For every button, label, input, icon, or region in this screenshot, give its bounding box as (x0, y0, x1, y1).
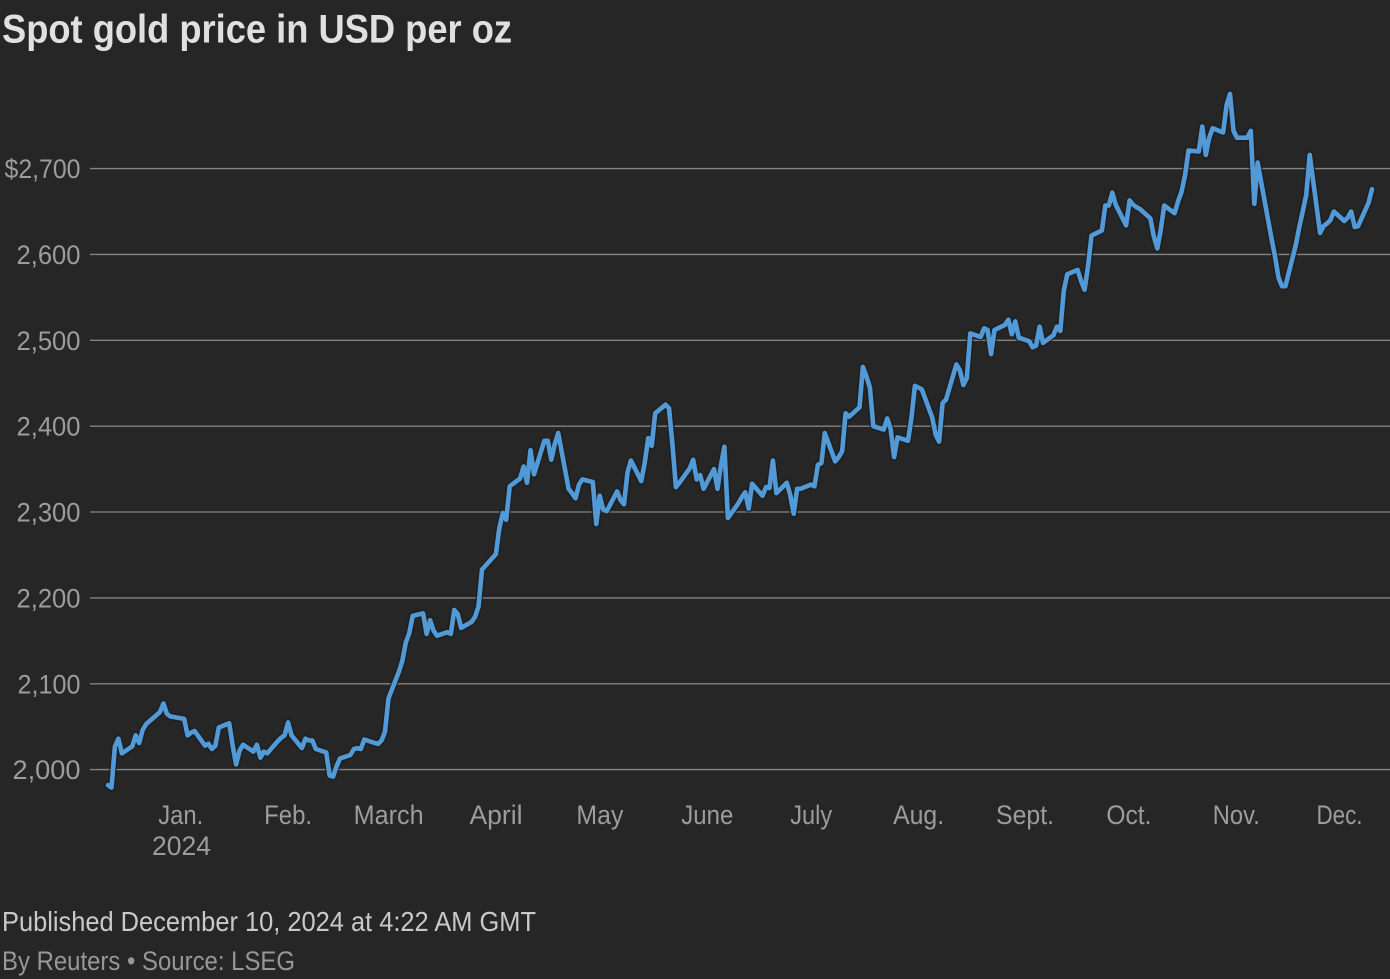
svg-text:Dec.: Dec. (1317, 800, 1363, 830)
svg-text:Spot gold price in USD per oz: Spot gold price in USD per oz (2, 7, 512, 51)
svg-text:2,500: 2,500 (17, 326, 81, 356)
svg-text:2,400: 2,400 (17, 412, 81, 442)
svg-text:April: April (470, 800, 523, 830)
svg-text:Published December 10, 2024 at: Published December 10, 2024 at 4:22 AM G… (2, 906, 536, 937)
svg-text:2,600: 2,600 (17, 240, 81, 270)
svg-text:March: March (354, 800, 424, 830)
svg-text:June: June (681, 800, 733, 830)
svg-text:Sept.: Sept. (996, 800, 1054, 830)
svg-text:2,200: 2,200 (17, 583, 81, 613)
svg-text:By Reuters • Source: LSEG: By Reuters • Source: LSEG (2, 946, 295, 976)
svg-text:2,100: 2,100 (18, 669, 81, 699)
svg-text:July: July (790, 800, 832, 830)
svg-text:Jan.: Jan. (158, 800, 203, 830)
svg-text:May: May (576, 800, 623, 830)
svg-text:Oct.: Oct. (1106, 800, 1151, 830)
svg-text:2024: 2024 (152, 831, 211, 861)
svg-text:Feb.: Feb. (264, 800, 312, 830)
svg-text:Nov.: Nov. (1213, 800, 1260, 830)
svg-text:$2,700: $2,700 (5, 154, 81, 184)
svg-text:2,000: 2,000 (13, 755, 81, 785)
svg-text:2,300: 2,300 (17, 498, 81, 528)
svg-text:Aug.: Aug. (893, 800, 944, 830)
